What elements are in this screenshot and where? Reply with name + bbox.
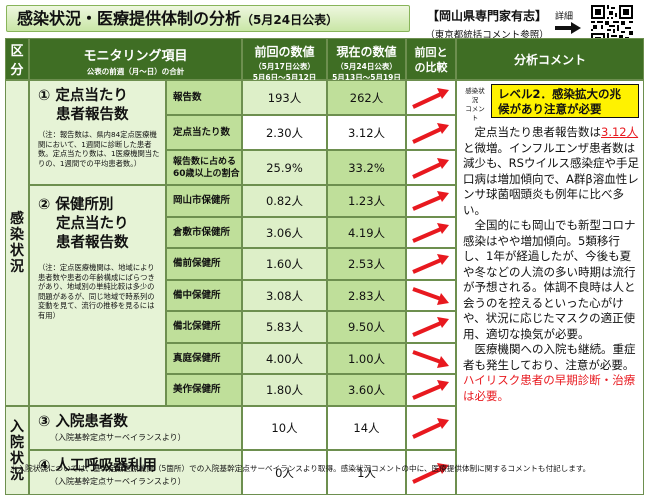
row-compare [406,406,456,450]
row-prev: 193人 [242,80,327,115]
level-badge: レベル2．感染拡大の兆 候があり注意が必要 [491,84,639,118]
item-3-note: （入院基幹定点サーベイランスより） [50,433,186,442]
arrow-right-icon[interactable] [555,22,581,34]
col-compare: 前回と の比較 [406,38,456,80]
row-compare [406,311,456,343]
comment-p3: 医療機関への入院も継続。重症者も発生しており、注意が必要。ハイリスク患者の早期診… [463,342,636,403]
item-1-title: ① 定点当たり [38,88,128,104]
row-cur: 9.50人 [327,311,406,343]
row-cur: 2.53人 [327,248,406,280]
arrow-up-right-icon [412,254,449,274]
comment-p2: 全国的にも岡山でも新型コロナ感染はやや増加傾向。5類移行し、1年が経過したが、今… [463,218,636,341]
row-cur: 33.2% [327,150,406,185]
title-text: 感染状況・医療提供体制の分析 [17,9,242,28]
col-cur: 現在の数値 （5月24日公表） 5月13日～5月19日 [327,38,406,82]
arrow-up-right-icon [412,317,449,337]
item-3: ③ 入院患者数 （入院基幹定点サーベイランスより） [29,406,242,450]
row-prev: 3.08人 [242,280,327,311]
arrow-up-right-icon [412,380,449,400]
row-compare [406,374,456,406]
arrow-up-right-icon [412,418,449,439]
row-prev: 25.9% [242,150,327,185]
item-1-note: （注：報告数は、県内84定点医療機関において、1週間に診断した患者数。定点当たり… [38,130,160,168]
row-label: 真庭保健所 [166,343,242,374]
item-4-title: ④ 人工呼吸器利用 [38,458,157,474]
row-prev: 0.82人 [242,185,327,217]
item-2-title: ② 保健所別 [38,197,114,213]
item-2: ② 保健所別 定点当たり 患者報告数 （注：定点医療機関は、地域により患者数や患… [29,185,166,406]
row-cur: 14人 [327,406,406,450]
status-label: 感染状況 コメント [465,87,485,122]
header-org: 【岡山県専門家有志】 （東京都統括コメント参照） [412,7,562,41]
page-title: 感染状況・医療提供体制の分析（5月24日公表） [6,5,410,32]
row-cur: 3.60人 [327,374,406,406]
row-label: 倉敷市保健所 [166,217,242,248]
arrow-up-right-icon [412,222,449,243]
row-label: 報告数 [166,80,242,115]
comment-panel: 感染状況 コメント レベル2．感染拡大の兆 候があり注意が必要 定点当たり患者報… [456,80,644,495]
item-1-title-2: 患者報告数 [56,107,129,123]
col-comment: 分析コメント [456,38,644,80]
col-prev: 前回の数値 （5月17日公表） 5月6日～5月12日 [242,38,327,82]
title-date: （5月24日公表） [241,13,339,27]
row-prev: 4.00人 [242,343,327,374]
arrow-up-right-icon [412,462,449,484]
row-compare [406,217,456,248]
arrow-up-right-icon [412,87,449,109]
row-prev: 10人 [242,406,327,450]
row-prev: 1.80人 [242,374,327,406]
col-monitoring: モニタリング項目 公表の前週（月～日）の合計 [29,38,242,80]
row-label: 報告数に占める 60歳以上の割合 [166,150,242,185]
item-1: ① 定点当たり 患者報告数 （注：報告数は、県内84定点医療機関において、1週間… [29,80,166,185]
org-note: （東京都統括コメント参照） [425,30,549,41]
row-compare [406,115,456,150]
footnote: ＊入院状況については、基幹定点医療機関（5箇所）での入院基幹定点サーベイランスよ… [10,464,591,473]
category-infection: 感染状況 [5,80,29,406]
row-prev: 3.06人 [242,217,327,248]
row-compare [406,80,456,115]
row-cur: 2.83人 [327,280,406,311]
row-label: 岡山市保健所 [166,185,242,217]
col-division: 区分 [5,38,29,80]
arrow-up-right-icon [412,191,449,211]
item-2-title-3: 患者報告数 [56,235,129,251]
comment-p1: 定点当たり患者報告数は3.12人と微増。インフルエンザ患者数は減少も、RSウイル… [463,125,639,217]
org-name: 【岡山県専門家有志】 [426,9,547,23]
item-3-title: ③ 入院患者数 [38,414,128,430]
row-cur: 1.00人 [327,343,406,374]
row-label: 定点当たり数 [166,115,242,150]
row-compare [406,280,456,311]
category-hospital: 入院状況 [5,406,29,495]
row-cur: 1.23人 [327,185,406,217]
detail-link[interactable]: 詳細 [555,12,574,22]
arrow-down-right-icon [412,286,449,305]
row-cur: 262人 [327,80,406,115]
row-compare [406,343,456,374]
row-label: 美作保健所 [166,374,242,406]
row-prev: 5.83人 [242,311,327,343]
comment-body: 定点当たり患者報告数は3.12人と微増。インフルエンザ患者数は減少も、RSウイル… [463,125,639,404]
arrow-down-right-icon [412,349,449,368]
row-label: 備前保健所 [166,248,242,280]
arrow-up-right-icon [412,122,449,144]
row-cur: 4.19人 [327,217,406,248]
row-compare [406,248,456,280]
row-prev: 1.60人 [242,248,327,280]
item-4-note: （入院基幹定点サーベイランスより） [50,477,186,486]
row-compare [406,185,456,217]
row-prev: 2.30人 [242,115,327,150]
arrow-up-right-icon [412,157,449,179]
row-label: 備北保健所 [166,311,242,343]
item-2-title-2: 定点当たり [56,216,129,232]
row-compare [406,150,456,185]
row-cur: 3.12人 [327,115,406,150]
row-label: 備中保健所 [166,280,242,311]
item-2-note: （注：定点医療機関は、地域により患者数や患者の年齢構成にばらつきがあり、地域別の… [38,263,155,320]
